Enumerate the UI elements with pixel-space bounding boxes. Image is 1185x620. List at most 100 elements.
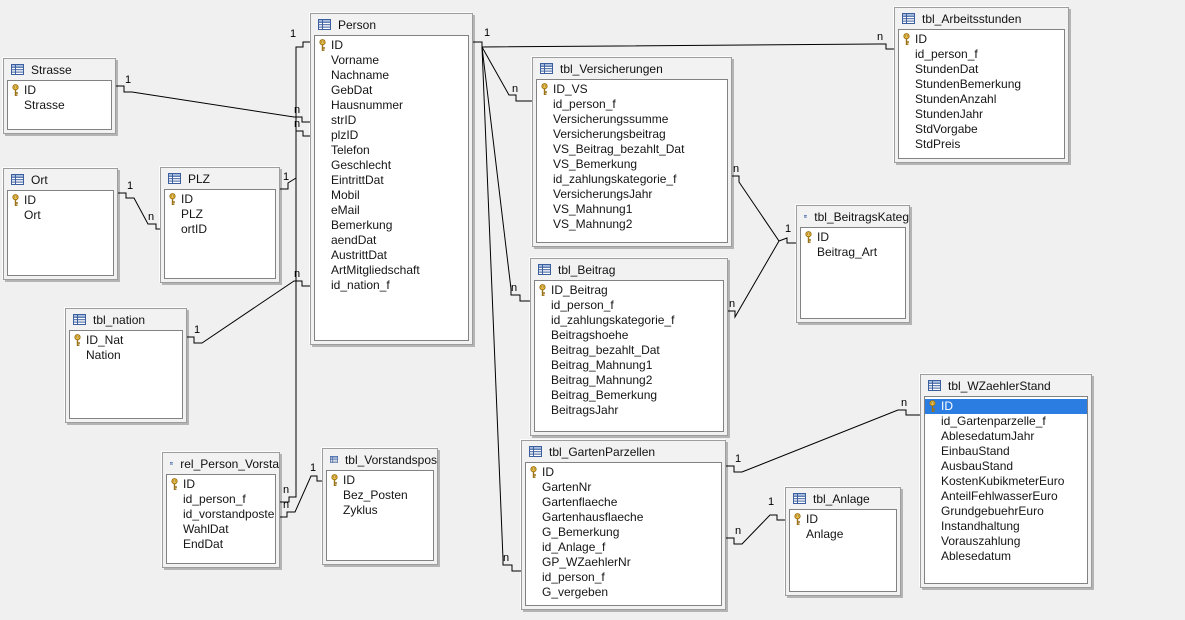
table-title-bar[interactable]: rel_Person_Vorsta [163,453,279,474]
field-row-EintrittDat[interactable]: EintrittDat [315,173,468,188]
field-row-Mobil[interactable]: Mobil [315,188,468,203]
table-tbl_Beitrag[interactable]: tbl_Beitrag ID_Beitrag id_person_f id_zahlu… [530,258,728,436]
relationship-line-11[interactable] [728,240,780,319]
field-row-KostenKubikmeterEuro[interactable]: KostenKubikmeterEuro [925,474,1087,489]
table-title-bar[interactable]: tbl_nation [66,309,186,330]
field-row-ID[interactable]: ID [327,473,433,488]
field-row-eMail[interactable]: eMail [315,203,468,218]
field-row-Nation[interactable]: Nation [70,348,182,363]
field-row-StundenAnzahl[interactable]: StundenAnzahl [899,92,1064,107]
field-row-ID[interactable]: ID [167,477,275,492]
relationship-line-3[interactable] [187,280,310,344]
table-Ort[interactable]: Ort ID Ort [3,168,118,280]
field-row-ID[interactable]: ID [8,193,113,208]
field-row-VS_Bemerkung[interactable]: VS_Bemerkung [537,157,727,172]
field-row-Bez_Posten[interactable]: Bez_Posten [327,488,433,503]
field-row-Versicherungsbeitrag[interactable]: Versicherungsbeitrag [537,127,727,142]
field-row-StundenBemerkung[interactable]: StundenBemerkung [899,77,1064,92]
field-row-id_person_f[interactable]: id_person_f [526,570,721,585]
table-Person[interactable]: Person ID Vorname Nachname GebDat Hausnummer s… [310,13,473,345]
field-row-id_person_f[interactable]: id_person_f [167,492,275,507]
field-row-BeitragsJahr[interactable]: BeitragsJahr [535,403,723,418]
field-row-id_person_f[interactable]: id_person_f [537,97,727,112]
field-row-ID[interactable]: ID [801,230,905,245]
field-row-plzID[interactable]: plzID [315,128,468,143]
field-row-VersicherungsJahr[interactable]: VersicherungsJahr [537,187,727,202]
field-row-Beitrag_Mahnung2[interactable]: Beitrag_Mahnung2 [535,373,723,388]
table-tbl_Versicherungen[interactable]: tbl_Versicherungen ID_VS id_person_f Versic… [532,57,732,247]
field-row-Vorauszahlung[interactable]: Vorauszahlung [925,534,1087,549]
field-row-Beitrag_Bemerkung[interactable]: Beitrag_Bemerkung [535,388,723,403]
table-title-bar[interactable]: tbl_Versicherungen [533,58,731,79]
relationship-line-8[interactable] [481,46,530,302]
table-Strasse[interactable]: Strasse ID Strasse [3,58,116,134]
field-row-StundenJahr[interactable]: StundenJahr [899,107,1064,122]
field-row-id_vorstandposte[interactable]: id_vorstandposte [167,507,275,522]
relationship-line-6[interactable] [473,41,894,50]
field-row-Beitrag_Mahnung1[interactable]: Beitrag_Mahnung1 [535,358,723,373]
field-row-id_person_f[interactable]: id_person_f [899,47,1064,62]
field-row-PLZ[interactable]: PLZ [165,207,275,222]
field-row-ID_VS[interactable]: ID_VS [537,82,727,97]
field-row-ID[interactable]: ID [315,38,468,53]
field-row-ID[interactable]: ID [790,512,896,527]
relationship-line-4[interactable] [280,41,310,503]
field-row-Beitrag_Art[interactable]: Beitrag_Art [801,245,905,260]
field-row-strID[interactable]: strID [315,113,468,128]
field-row-AnteilFehlwasserEuro[interactable]: AnteilFehlwasserEuro [925,489,1087,504]
field-row-VS_Mahnung1[interactable]: VS_Mahnung1 [537,202,727,217]
field-row-EinbauStand[interactable]: EinbauStand [925,444,1087,459]
field-row-Ablesedatum[interactable]: Ablesedatum [925,549,1087,564]
table-title-bar[interactable]: Strasse [4,59,115,80]
relationship-line-13[interactable] [726,514,785,545]
relationship-line-10[interactable] [732,175,796,244]
field-row-StdVorgabe[interactable]: StdVorgabe [899,122,1064,137]
field-row-WahlDat[interactable]: WahlDat [167,522,275,537]
field-row-Geschlecht[interactable]: Geschlecht [315,158,468,173]
field-row-VS_Mahnung2[interactable]: VS_Mahnung2 [537,217,727,232]
field-row-ArtMitgliedschaft[interactable]: ArtMitgliedschaft [315,263,468,278]
field-row-ID[interactable]: ID [899,32,1064,47]
field-row-Nachname[interactable]: Nachname [315,68,468,83]
table-title-bar[interactable]: PLZ [161,168,279,189]
table-tbl_GartenParzellen[interactable]: tbl_GartenParzellen ID GartenNr Gartenflaec… [521,440,726,610]
table-tbl_Arbeitsstunden[interactable]: tbl_Arbeitsstunden ID id_person_f StundenDa… [894,7,1069,163]
field-row-id_person_f[interactable]: id_person_f [535,298,723,313]
relationship-line-0[interactable] [116,85,310,123]
table-tbl_WZaehlerStand[interactable]: tbl_WZaehlerStand ID id_Gartenparzelle_f Ab… [920,374,1092,588]
field-row-AustrittDat[interactable]: AustrittDat [315,248,468,263]
field-row-VS_Beitrag_bezahlt_Dat[interactable]: VS_Beitrag_bezahlt_Dat [537,142,727,157]
table-title-bar[interactable]: tbl_Beitrag [531,259,727,280]
field-row-Vorname[interactable]: Vorname [315,53,468,68]
field-row-Strasse[interactable]: Strasse [8,98,111,113]
field-row-GP_WZaehlerNr[interactable]: GP_WZaehlerNr [526,555,721,570]
field-row-Ort[interactable]: Ort [8,208,113,223]
field-row-ortID[interactable]: ortID [165,222,275,237]
table-tbl_BeitragsKateg[interactable]: tbl_BeitragsKateg ID Beitrag_Art [796,205,910,323]
field-row-StdPreis[interactable]: StdPreis [899,137,1064,152]
field-row-id_Gartenparzelle_f[interactable]: id_Gartenparzelle_f [925,414,1087,429]
field-row-Anlage[interactable]: Anlage [790,527,896,542]
table-title-bar[interactable]: tbl_WZaehlerStand [921,375,1091,396]
field-row-Gartenflaeche[interactable]: Gartenflaeche [526,495,721,510]
table-PLZ[interactable]: PLZ ID PLZ ortID [160,167,280,283]
field-row-aendDat[interactable]: aendDat [315,233,468,248]
field-row-id_nation_f[interactable]: id_nation_f [315,278,468,293]
table-title-bar[interactable]: tbl_GartenParzellen [522,441,725,462]
field-row-ID_Nat[interactable]: ID_Nat [70,333,182,348]
field-row-ID[interactable]: ID [8,83,111,98]
field-row-Gartenhausflaeche[interactable]: Gartenhausflaeche [526,510,721,525]
field-row-Bemerkung[interactable]: Bemerkung [315,218,468,233]
field-row-Beitragshoehe[interactable]: Beitragshoehe [535,328,723,343]
field-row-ID_Beitrag[interactable]: ID_Beitrag [535,283,723,298]
table-tbl_nation[interactable]: tbl_nation ID_Nat Nation [65,308,187,423]
field-row-Instandhaltung[interactable]: Instandhaltung [925,519,1087,534]
field-row-ID[interactable]: ID [925,399,1087,414]
table-title-bar[interactable]: Person [311,14,472,35]
field-row-G_Bemerkung[interactable]: G_Bemerkung [526,525,721,540]
field-row-id_zahlungskategorie_f[interactable]: id_zahlungskategorie_f [535,313,723,328]
relationship-line-9[interactable] [481,46,521,572]
field-row-id_Anlage_f[interactable]: id_Anlage_f [526,540,721,555]
relationship-line-7[interactable] [481,46,532,102]
field-row-GebDat[interactable]: GebDat [315,83,468,98]
